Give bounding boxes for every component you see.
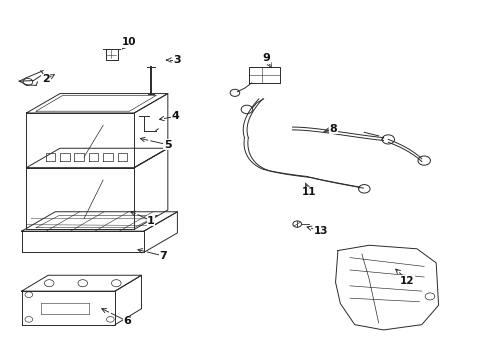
Text: 13: 13 <box>313 226 328 236</box>
Text: 10: 10 <box>122 37 137 48</box>
Text: 9: 9 <box>262 53 269 63</box>
Text: 2: 2 <box>41 75 49 85</box>
Text: 6: 6 <box>123 316 131 326</box>
Text: 8: 8 <box>328 124 336 134</box>
Text: 5: 5 <box>163 140 171 150</box>
Text: 12: 12 <box>399 275 414 285</box>
Text: 3: 3 <box>173 55 181 65</box>
Text: 1: 1 <box>147 216 155 226</box>
Text: 4: 4 <box>171 112 179 121</box>
Text: 11: 11 <box>301 187 316 197</box>
Text: 7: 7 <box>159 251 166 261</box>
